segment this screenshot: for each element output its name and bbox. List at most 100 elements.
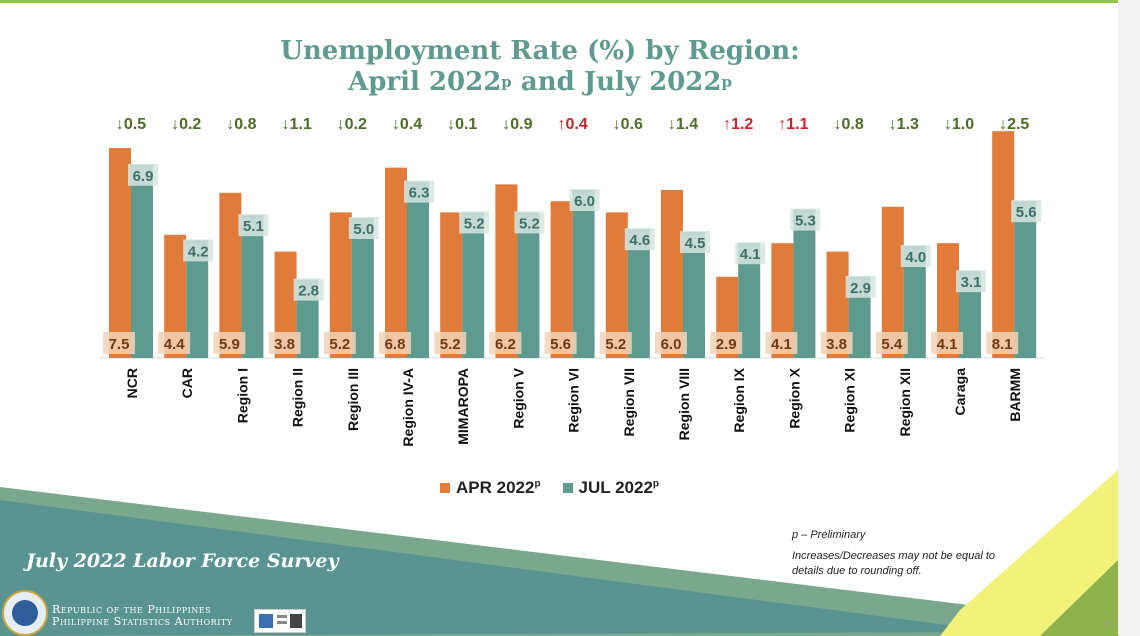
label-box-jul: [293, 278, 324, 301]
label-box-apr: [986, 332, 1019, 354]
data-label-apr: 4.1: [771, 336, 792, 353]
data-label-jul: 4.6: [629, 232, 650, 249]
label-box-jul: [128, 163, 158, 186]
data-label-apr: 6.8: [385, 336, 406, 353]
change-indicator: ↓1.3: [889, 116, 919, 133]
category-label: Caraga: [952, 368, 968, 416]
category-label: MIMAROPA: [455, 368, 471, 445]
data-label-jul: 3.1: [961, 274, 982, 291]
label-box-apr: [875, 332, 908, 354]
footnote-rounding-1: Increases/Decreases may not be equal to: [792, 550, 996, 562]
data-label-jul: 5.2: [519, 215, 540, 232]
bar-jul: [131, 164, 153, 358]
data-label-apr: 5.2: [605, 336, 626, 353]
top-accent-line: [0, 0, 1140, 3]
data-label-jul: 4.1: [740, 246, 761, 263]
change-indicator: ↓1.1: [281, 116, 311, 133]
data-label-apr: 8.1: [992, 336, 1013, 353]
legend-swatch-jul: [562, 483, 573, 493]
label-box-jul: [1011, 200, 1042, 223]
label-box-apr: [931, 332, 963, 354]
right-edge-strip: [1118, 0, 1140, 636]
footer-green-corner: [1040, 560, 1118, 636]
change-indicator: ↓1.0: [944, 116, 974, 133]
label-box-jul: [514, 211, 545, 234]
legend-item-apr: APR 2022p: [440, 478, 541, 498]
label-box-apr: [710, 332, 743, 354]
bar-apr: [495, 184, 518, 358]
footer-yellow-corner: [940, 470, 1118, 636]
change-indicator: ↓2.5: [999, 116, 1029, 133]
category-label: Region I: [234, 368, 250, 423]
data-label-apr: 3.8: [274, 336, 295, 353]
data-label-jul: 4.2: [188, 243, 209, 260]
chart-legend: APR 2022p JUL 2022p: [440, 478, 659, 498]
bar-apr: [440, 212, 463, 358]
bar-jul: [517, 212, 540, 358]
category-label: Region IV-A: [400, 368, 416, 447]
bar-apr: [550, 201, 573, 358]
data-label-jul: 2.9: [850, 280, 871, 297]
bar-jul: [793, 209, 816, 358]
org-line2: Philippine Statistics Authority: [52, 615, 233, 628]
label-box-jul: [900, 245, 931, 267]
category-label: NCR: [124, 368, 140, 398]
change-indicator: ↓0.8: [226, 116, 256, 133]
data-label-jul: 4.0: [905, 249, 926, 266]
bar-apr: [937, 243, 959, 358]
bar-apr: [661, 190, 683, 358]
label-box-jul: [956, 270, 986, 293]
label-box-apr: [544, 332, 577, 354]
change-indicator: ↓1.4: [668, 116, 698, 133]
footnote: p – Preliminary Increases/Decreases may …: [792, 528, 995, 579]
bar-jul: [351, 218, 374, 358]
bar-jul: [738, 243, 761, 358]
data-label-apr: 4.4: [164, 336, 186, 353]
legend-swatch-apr: [440, 483, 450, 493]
data-label-apr: 6.2: [495, 336, 516, 353]
label-box-apr: [379, 332, 411, 354]
bar-apr: [164, 234, 187, 358]
change-indicator: ↓0.2: [337, 116, 367, 133]
data-label-apr: 3.8: [826, 336, 847, 353]
label-box-apr: [103, 332, 135, 354]
psa-seal-logo: [2, 590, 48, 636]
label-box-jul: [569, 189, 600, 211]
data-label-apr: 5.2: [329, 336, 350, 353]
bar-apr: [385, 167, 407, 358]
bar-jul: [572, 190, 595, 358]
change-indicator: ↓0.2: [171, 116, 201, 133]
certification-badge: [254, 609, 306, 633]
label-box-apr: [820, 332, 853, 354]
label-box-apr: [765, 332, 798, 354]
bar-jul: [903, 246, 926, 358]
label-box-apr: [268, 332, 301, 354]
category-label: Region VII: [621, 368, 637, 436]
footnote-rounding-2: details due to rounding off.: [792, 565, 922, 577]
label-box-jul: [238, 214, 269, 237]
category-label: Region IX: [731, 367, 747, 432]
bar-jul: [407, 181, 429, 358]
change-indicator: ↓0.5: [116, 116, 146, 133]
data-label-apr: 4.1: [937, 336, 958, 353]
data-label-jul: 5.6: [1016, 204, 1037, 221]
category-label: Region III: [345, 368, 361, 431]
bar-jul: [241, 215, 264, 358]
category-label: Region VIII: [676, 368, 692, 440]
category-label: Region XI: [842, 368, 858, 433]
data-label-jul: 6.9: [133, 168, 154, 185]
legend-item-jul: JUL 2022p: [562, 478, 659, 498]
label-box-jul: [404, 180, 434, 203]
change-indicator: ↓0.4: [392, 116, 422, 133]
data-label-apr: 5.2: [440, 336, 461, 353]
data-label-apr: 5.9: [219, 336, 240, 353]
bar-apr: [826, 251, 849, 358]
label-box-jul: [735, 242, 766, 265]
data-label-jul: 5.0: [353, 221, 374, 238]
data-label-apr: 6.0: [661, 336, 682, 353]
category-label: CAR: [179, 368, 195, 398]
data-label-jul: 6.0: [574, 193, 595, 210]
bar-apr: [329, 212, 352, 358]
label-box-jul: [459, 211, 490, 234]
bar-chart: 7.5 6.9 ↓0.5 NCR 4.4 4.2 ↓0.2 CAR 5.9 5.1 ↓0.8 Regi…: [100, 116, 1045, 447]
